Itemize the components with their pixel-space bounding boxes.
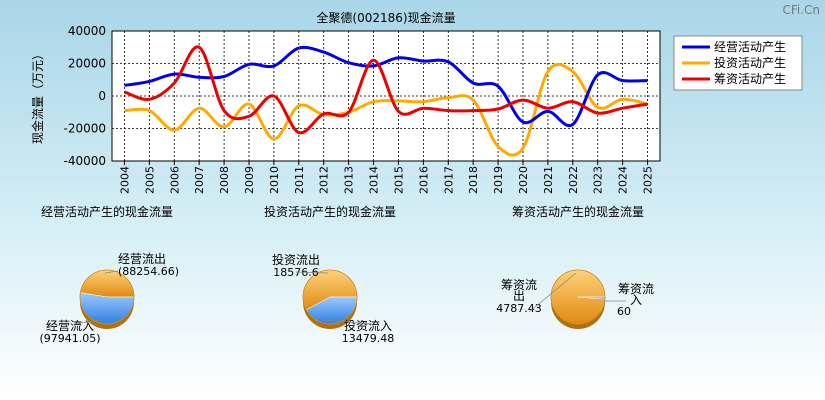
- pie-outflow-value: 18576.6: [273, 266, 319, 279]
- pie-inflow-value: 60: [617, 305, 631, 318]
- watermark-text: CFi.Cn: [782, 3, 820, 17]
- y-tick-label: -20000: [63, 122, 106, 136]
- x-tick-label: 2019: [492, 166, 505, 194]
- pie-rim: [79, 269, 135, 325]
- pie-outflow-label-cont: 出: [513, 289, 525, 303]
- x-tick-label: 2023: [592, 166, 605, 194]
- x-tick-label: 2007: [193, 166, 206, 194]
- x-tick-label: 2005: [143, 166, 156, 194]
- chart-title: 全聚德(002186)现金流量: [316, 10, 455, 25]
- x-tick-label: 2012: [318, 166, 331, 194]
- x-tick-label: 2006: [168, 166, 181, 194]
- pie-rim: [550, 269, 606, 325]
- series-line: [123, 45, 648, 135]
- pie-inflow-label: 投资流入: [344, 318, 392, 333]
- y-tick-label: 0: [98, 89, 106, 103]
- pie-outflow-value: 4787.43: [496, 302, 542, 315]
- pie-outflow-value: (88254.66): [118, 265, 179, 278]
- series-line: [124, 62, 648, 157]
- pie-rim: [302, 269, 358, 325]
- x-tick-label: 2016: [417, 166, 430, 194]
- pie-leader-out: [295, 271, 329, 274]
- pie-title: 经营活动产生的现金流量: [41, 204, 173, 219]
- x-tick-label: 2018: [467, 166, 480, 194]
- pie-leader-in: [323, 319, 373, 325]
- y-tick-label: 40000: [68, 24, 106, 38]
- y-tick-label: -40000: [63, 154, 106, 168]
- x-tick-label: 2008: [218, 166, 231, 194]
- x-tick-label: 2025: [642, 166, 655, 194]
- plot-border: [111, 30, 661, 162]
- pie-inflow-value: (97941.05): [39, 332, 100, 345]
- pie-outflow-label: 经营流出: [118, 252, 166, 266]
- x-tick-label: 2015: [392, 166, 405, 194]
- x-tick-label: 2014: [368, 166, 381, 194]
- legend-label: 投资活动产生: [714, 55, 786, 70]
- legend-label: 经营活动产生: [714, 40, 786, 54]
- pie-leader-in: [73, 319, 102, 325]
- x-tick-label: 2017: [442, 166, 455, 194]
- pie-outflow-label: 筹资流: [501, 278, 537, 292]
- pie-inflow-value: 13479.48: [342, 332, 395, 345]
- x-tick-label: 2010: [268, 166, 281, 194]
- pie-title: 投资活动产生的现金流量: [264, 204, 396, 219]
- y-axis-label: 现金流量（万元）: [30, 48, 45, 144]
- x-tick-label: 2013: [343, 166, 356, 194]
- x-tick-label: 2009: [243, 166, 256, 194]
- legend-label: 筹资活动产生: [714, 72, 786, 86]
- pie-inflow-label: 筹资流: [618, 282, 654, 296]
- x-tick-label: 2011: [293, 166, 306, 194]
- y-tick-label: 20000: [68, 57, 106, 71]
- pie-inflow-label-cont: 入: [630, 293, 642, 307]
- pie-leader-out: [528, 272, 577, 313]
- pie-outflow-label: 投资流出: [272, 252, 320, 267]
- pie-leader-out: [104, 270, 119, 274]
- pie-inflow-label: 经营流入: [46, 319, 94, 333]
- pie-title: 筹资活动产生的现金流量: [512, 204, 644, 219]
- x-tick-label: 2022: [567, 166, 580, 194]
- x-tick-label: 2004: [118, 166, 131, 194]
- x-tick-label: 2020: [517, 166, 530, 194]
- x-tick-label: 2021: [542, 166, 555, 194]
- x-tick-label: 2024: [617, 166, 630, 194]
